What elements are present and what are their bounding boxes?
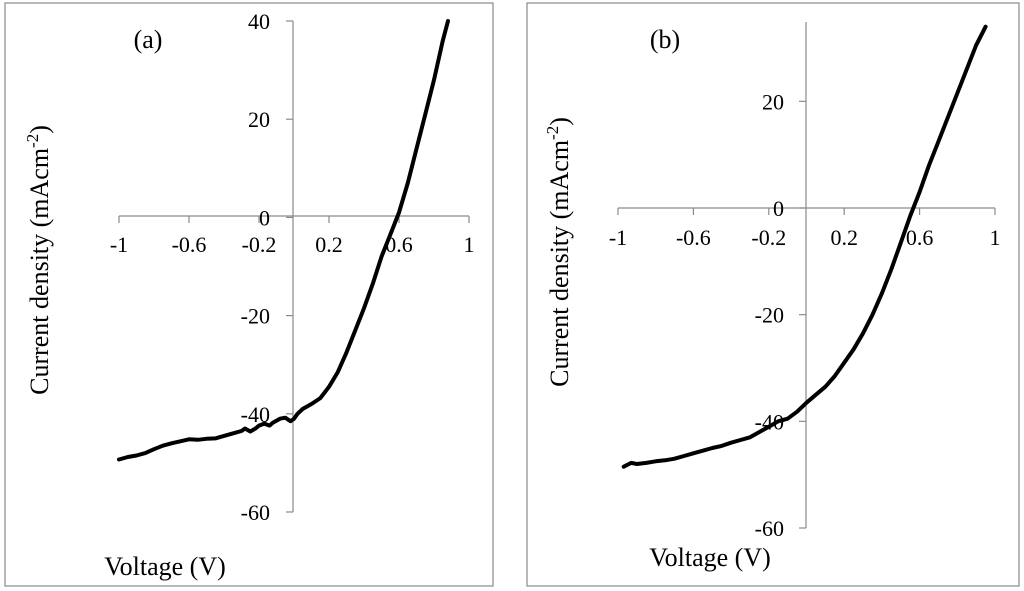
panel-b-x-axis-title: Voltage (V)	[649, 543, 771, 572]
panel-a-series-line	[117, 19, 450, 462]
panel-a-x-tick-label: -0.6	[172, 232, 207, 257]
panel-a-y-tick-label: 0	[259, 205, 270, 230]
panel-b-y-tick-label: 20	[762, 89, 784, 114]
panel-a-y-axis-title: Current density (mAcm-2)	[23, 125, 54, 395]
panel-b-y-axis-title-sup: -2	[543, 126, 562, 140]
panel-a-x-ticks: -1 -0.6 -0.2 0.2 0.6 1	[110, 216, 475, 257]
panel-a-x-tick-label: -1	[110, 232, 128, 257]
panel-a-y-axis-title-sup: -2	[23, 134, 42, 148]
panel-b-y-tick-label: -60	[755, 516, 784, 541]
panel-b-x-tick-label: 0.6	[906, 225, 934, 250]
panel-b-x-tick-label: -0.6	[676, 225, 711, 250]
panel-a-y-axis-title-close: )	[25, 125, 54, 134]
panel-b-y-axis-title-close: )	[545, 117, 574, 126]
chart-panel-b: (b) -1 -0.6 -0.2 0.2 0.6 1 200-20-40-60 Volta…	[526, 2, 1020, 587]
panel-a-y-tick-label: -20	[241, 304, 270, 329]
panel-a-x-tick-label: -0.2	[242, 232, 277, 257]
panel-b-border	[526, 2, 1020, 587]
panel-b-y-tick-label: 0	[773, 196, 784, 221]
panel-a-x-tick-label: 0.2	[315, 232, 343, 257]
panel-b-x-ticks: -1 -0.6 -0.2 0.2 0.6 1	[609, 208, 1001, 250]
panel-b-x-tick-label: -1	[609, 225, 627, 250]
panel-a-x-axis-title: Voltage (V)	[104, 552, 226, 581]
panel-a-y-tick-label: 40	[248, 9, 270, 34]
panel-a-border	[4, 2, 494, 587]
panel-b-series-line	[621, 24, 988, 469]
panel-b-y-ticks: 200-20-40-60	[755, 89, 806, 541]
panel-b-x-tick-label: 1	[990, 225, 1001, 250]
panel-b-x-tick-label: 0.2	[830, 225, 858, 250]
panel-b-y-axis-title-main: Current density (mAcm	[545, 140, 574, 387]
panel-b-label: (b)	[650, 25, 680, 54]
panel-a-label: (a)	[134, 25, 163, 54]
panel-a-y-axis-title-main: Current density (mAcm	[25, 148, 54, 395]
panel-a-y-tick-label: -60	[241, 500, 270, 525]
panel-b-y-axis-title: Current density (mAcm-2)	[543, 117, 574, 387]
panel-a-x-tick-label: 1	[464, 232, 475, 257]
panel-b-y-tick-label: -20	[755, 303, 784, 328]
panel-b-x-tick-label: -0.2	[751, 225, 786, 250]
panel-a-y-tick-label: 20	[248, 107, 270, 132]
